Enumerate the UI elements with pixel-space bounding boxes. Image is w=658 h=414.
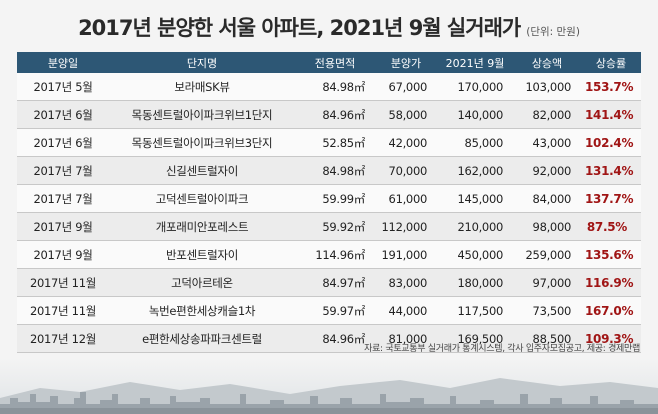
sale-price-cell: 191,000 [375, 240, 437, 269]
area-cell: 84.97㎡ [295, 268, 375, 297]
sale-date-cell: 2017년 9월 [17, 212, 109, 241]
column-header: 2021년 9월 [437, 52, 513, 73]
sale-price-cell: 61,000 [375, 184, 437, 213]
increase-amount-cell: 43,000 [513, 128, 581, 157]
sale-date-cell: 2017년 5월 [17, 73, 109, 101]
column-header: 단지명 [109, 52, 295, 73]
complex-name-cell: 고덕센트럴아이파크 [109, 184, 295, 213]
complex-name-cell: 신길센트럴자이 [109, 156, 295, 185]
increase-rate-cell: 135.6% [581, 240, 641, 269]
sale-date-cell: 2017년 6월 [17, 128, 109, 157]
sale-date-cell: 2017년 7월 [17, 184, 109, 213]
complex-name-cell: 개포래미안포레스트 [109, 212, 295, 241]
sale-price-cell: 83,000 [375, 268, 437, 297]
increase-rate-cell: 167.0% [581, 296, 641, 325]
increase-amount-cell: 259,000 [513, 240, 581, 269]
increase-rate-cell: 153.7% [581, 73, 641, 101]
column-header: 분양일 [17, 52, 109, 73]
increase-rate-cell: 141.4% [581, 100, 641, 129]
sep-2021-price-cell: 145,000 [437, 184, 513, 213]
sale-price-cell: 44,000 [375, 296, 437, 325]
page-title: 2017년 분양한 서울 아파트, 2021년 9월 실거래가 [78, 16, 521, 40]
sep-2021-price-cell: 170,000 [437, 73, 513, 101]
increase-amount-cell: 103,000 [513, 73, 581, 101]
area-cell: 84.98㎡ [295, 156, 375, 185]
sep-2021-price-cell: 210,000 [437, 212, 513, 241]
area-cell: 59.99㎡ [295, 184, 375, 213]
increase-rate-cell: 102.4% [581, 128, 641, 157]
table-row: 2017년 12월 e편한세상송파파크센트럴 84.96㎡ 81,000 169,500… [17, 324, 641, 353]
table-row: 2017년 6월 목동센트럴아이파크위브3단지 52.85㎡ 42,000 85,000… [17, 128, 641, 157]
sale-price-cell: 81,000 [375, 324, 437, 353]
increase-amount-cell: 84,000 [513, 184, 581, 213]
complex-name-cell: 목동센트럴아이파크위브1단지 [109, 100, 295, 129]
area-cell: 114.96㎡ [295, 240, 375, 269]
sep-2021-price-cell: 162,000 [437, 156, 513, 185]
unit-label: (단위: 만원) [526, 26, 580, 38]
increase-rate-cell: 137.7% [581, 184, 641, 213]
column-header: 전용면적 [295, 52, 375, 73]
sale-date-cell: 2017년 12월 [17, 324, 109, 353]
table-row: 2017년 9월 반포센트럴자이 114.96㎡ 191,000 450,000 259,… [17, 240, 641, 269]
column-header: 상승률 [581, 52, 641, 73]
sale-price-cell: 112,000 [375, 212, 437, 241]
source-note: 자료: 국토교통부 실거래가 통계시스템, 각사 입주자모집공고, 제공: 경제… [364, 344, 640, 354]
increase-amount-cell: 98,000 [513, 212, 581, 241]
table-row: 2017년 5월 보라매SK뷰 84.98㎡ 67,000 170,000 103,000… [17, 73, 641, 101]
sale-date-cell: 2017년 7월 [17, 156, 109, 185]
city-skyline-image [0, 358, 658, 414]
sale-price-cell: 42,000 [375, 128, 437, 157]
table-row: 2017년 7월 신길센트럴자이 84.98㎡ 70,000 162,000 92,000… [17, 156, 641, 185]
price-table: 분양일 단지명 전용면적 분양가 2021년 9월 상승액 상승률 2017년 … [17, 52, 641, 353]
area-cell: 84.96㎡ [295, 324, 375, 353]
sale-date-cell: 2017년 6월 [17, 100, 109, 129]
table-row: 2017년 11월 고덕아르테온 84.97㎡ 83,000 180,000 97,000… [17, 268, 641, 297]
complex-name-cell: 보라매SK뷰 [109, 73, 295, 101]
table-row: 2017년 7월 고덕센트럴아이파크 59.99㎡ 61,000 145,000 84,0… [17, 184, 641, 213]
increase-amount-cell: 73,500 [513, 296, 581, 325]
sale-price-cell: 70,000 [375, 156, 437, 185]
sale-date-cell: 2017년 9월 [17, 240, 109, 269]
increase-amount-cell: 82,000 [513, 100, 581, 129]
sep-2021-price-cell: 85,000 [437, 128, 513, 157]
column-header: 분양가 [375, 52, 437, 73]
increase-amount-cell: 88,500 [513, 324, 581, 353]
increase-amount-cell: 92,000 [513, 156, 581, 185]
table-header-row: 분양일 단지명 전용면적 분양가 2021년 9월 상승액 상승률 [17, 52, 641, 73]
sep-2021-price-cell: 180,000 [437, 268, 513, 297]
complex-name-cell: e편한세상송파파크센트럴 [109, 324, 295, 353]
increase-rate-cell: 109.3% [581, 324, 641, 353]
table-row: 2017년 11월 녹번e편한세상캐슬1차 59.97㎡ 44,000 117,500 7… [17, 296, 641, 325]
increase-rate-cell: 87.5% [581, 212, 641, 241]
title-row: 2017년 분양한 서울 아파트, 2021년 9월 실거래가 (단위: 만원) [0, 12, 658, 42]
increase-rate-cell: 131.4% [581, 156, 641, 185]
table-row: 2017년 9월 개포래미안포레스트 59.92㎡ 112,000 210,000 98,… [17, 212, 641, 241]
sale-date-cell: 2017년 11월 [17, 268, 109, 297]
area-cell: 84.96㎡ [295, 100, 375, 129]
column-header: 상승액 [513, 52, 581, 73]
sep-2021-price-cell: 169,500 [437, 324, 513, 353]
sep-2021-price-cell: 450,000 [437, 240, 513, 269]
increase-rate-cell: 116.9% [581, 268, 641, 297]
sale-price-cell: 67,000 [375, 73, 437, 101]
complex-name-cell: 반포센트럴자이 [109, 240, 295, 269]
sale-price-cell: 58,000 [375, 100, 437, 129]
sep-2021-price-cell: 140,000 [437, 100, 513, 129]
complex-name-cell: 녹번e편한세상캐슬1차 [109, 296, 295, 325]
complex-name-cell: 목동센트럴아이파크위브3단지 [109, 128, 295, 157]
area-cell: 52.85㎡ [295, 128, 375, 157]
sale-date-cell: 2017년 11월 [17, 296, 109, 325]
table-row: 2017년 6월 목동센트럴아이파크위브1단지 84.96㎡ 58,000 140,00… [17, 100, 641, 129]
sep-2021-price-cell: 117,500 [437, 296, 513, 325]
area-cell: 84.98㎡ [295, 73, 375, 101]
area-cell: 59.92㎡ [295, 212, 375, 241]
complex-name-cell: 고덕아르테온 [109, 268, 295, 297]
area-cell: 59.97㎡ [295, 296, 375, 325]
increase-amount-cell: 97,000 [513, 268, 581, 297]
